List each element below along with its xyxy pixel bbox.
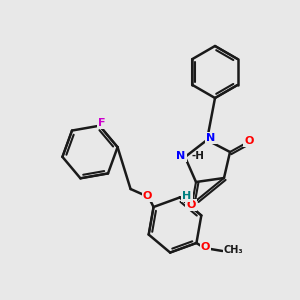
Text: N: N: [176, 151, 186, 161]
Text: O: O: [186, 200, 196, 210]
Text: O: O: [201, 242, 210, 252]
Text: O: O: [143, 191, 152, 201]
Text: CH₃: CH₃: [224, 245, 243, 255]
Text: F: F: [98, 118, 105, 128]
Text: -H: -H: [191, 151, 204, 161]
Text: H: H: [182, 191, 192, 201]
Text: N: N: [206, 133, 216, 143]
Text: O: O: [244, 136, 254, 146]
